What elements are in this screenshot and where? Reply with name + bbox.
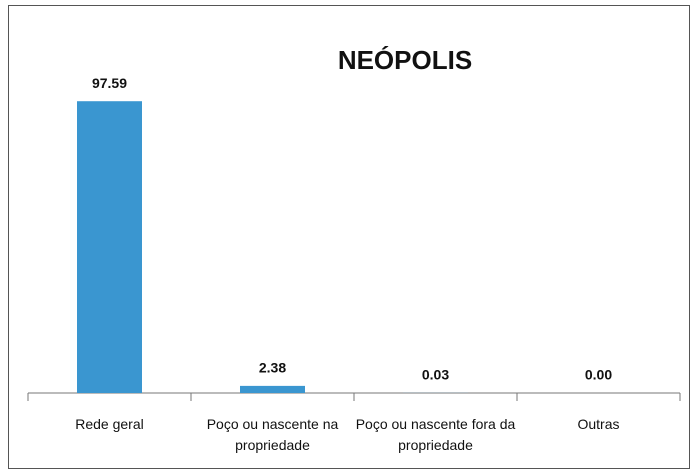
x-tick-label: Rede geral xyxy=(75,416,144,432)
x-tick-label: Poço ou nascente na propriedade xyxy=(206,416,339,453)
x-tick-label: Poço ou nascente fora da propriedade xyxy=(355,416,516,453)
chart-title: NEÓPOLIS xyxy=(338,45,472,75)
value-label: 97.59 xyxy=(92,75,127,91)
chart-frame xyxy=(8,5,690,469)
value-label: 0.03 xyxy=(422,367,449,383)
x-tick-label: Outras xyxy=(577,416,620,432)
value-label: 0.00 xyxy=(585,367,612,383)
bar xyxy=(77,101,142,393)
value-label: 2.38 xyxy=(259,360,286,376)
bar xyxy=(240,385,305,393)
